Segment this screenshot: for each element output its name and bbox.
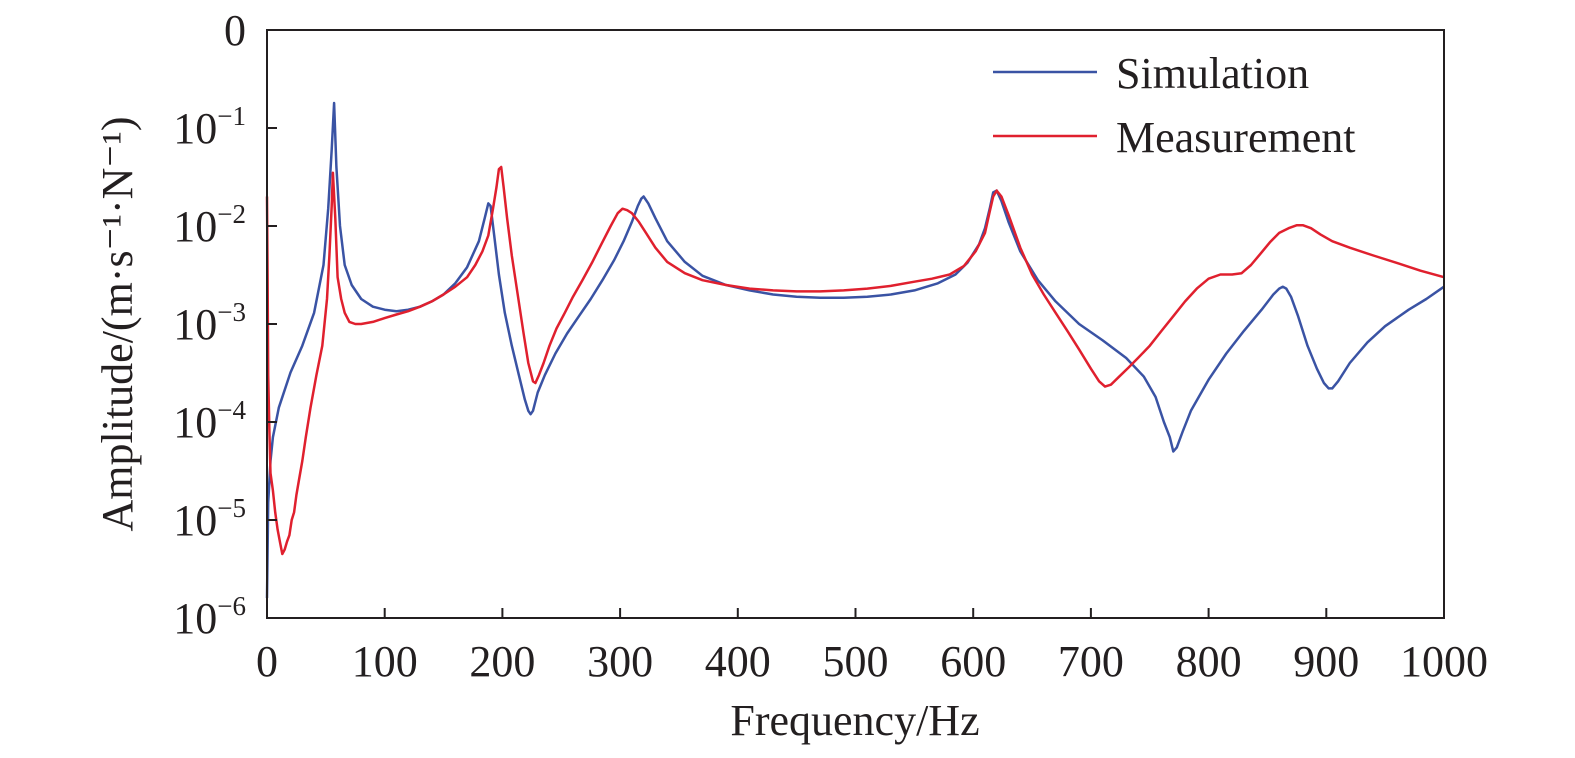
x-tick-labels: 0 100 200 300 400 500 600 700 800 900 1000 xyxy=(256,637,1488,686)
x-tick-label: 300 xyxy=(587,637,653,686)
x-tick-label: 600 xyxy=(940,637,1006,686)
y-tick-label: 10−6 xyxy=(173,591,246,643)
x-tick-label: 100 xyxy=(352,637,418,686)
y-tick-label: 10−2 xyxy=(173,199,246,251)
x-axis-title: Frequency/Hz xyxy=(730,696,979,745)
y-tick-label: 10−1 xyxy=(173,101,246,153)
y-tick-label: 10−5 xyxy=(173,493,246,545)
x-tick-label: 200 xyxy=(469,637,535,686)
series-layer xyxy=(265,101,1445,599)
y-tick-label: 10−3 xyxy=(173,297,246,349)
legend-label-measurement: Measurement xyxy=(1116,113,1355,162)
legend: Simulation Measurement xyxy=(993,49,1355,162)
x-tick-label: 0 xyxy=(256,637,278,686)
legend-label-simulation: Simulation xyxy=(1116,49,1309,98)
x-tick-label: 500 xyxy=(823,637,889,686)
x-tick-label: 400 xyxy=(705,637,771,686)
series-line-simulation xyxy=(265,101,1445,599)
x-tick-label: 900 xyxy=(1293,637,1359,686)
x-tick-label: 1000 xyxy=(1400,637,1488,686)
y-tick-labels: 10−6 10−5 10−4 10−3 10−2 10−1 0 xyxy=(173,6,246,643)
y-axis-title: Amplitude/(m·s⁻¹·N⁻¹) xyxy=(93,117,142,532)
x-tick-label: 800 xyxy=(1176,637,1242,686)
ticks-layer xyxy=(266,29,1445,619)
x-tick-label: 700 xyxy=(1058,637,1124,686)
y-tick-label: 10−4 xyxy=(173,395,246,447)
y-tick-label: 0 xyxy=(224,6,246,55)
series-line-measurement xyxy=(265,165,1445,556)
